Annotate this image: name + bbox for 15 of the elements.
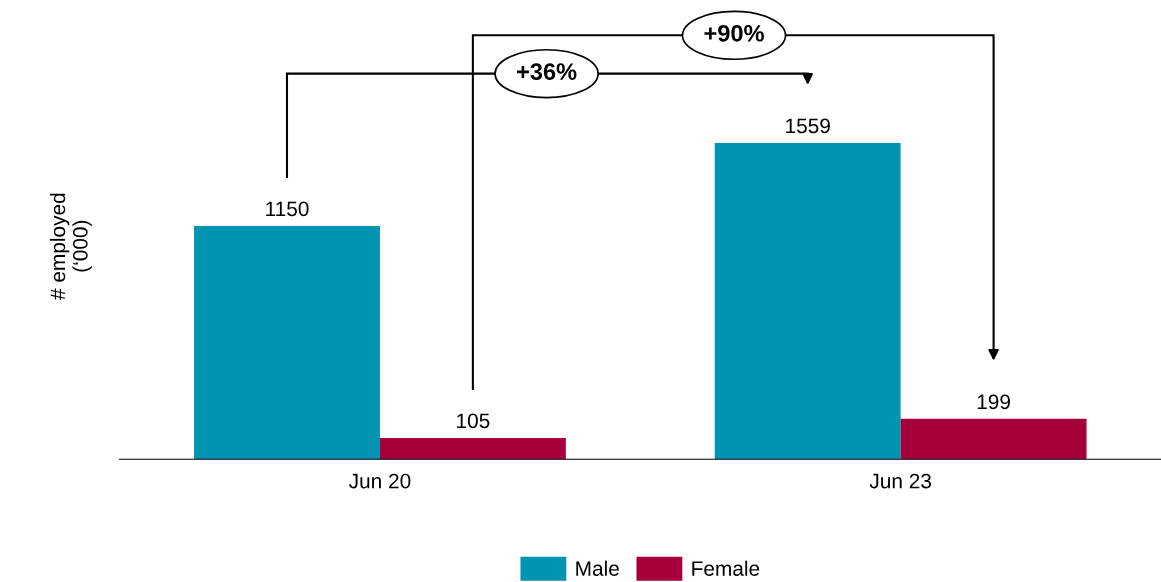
x-tick-label: Jun 20 (348, 473, 411, 489)
bar (900, 418, 1087, 460)
annotation: +90% (704, 24, 764, 42)
bar (714, 142, 901, 460)
legend-label: Male (576, 560, 619, 576)
bar (194, 225, 380, 460)
bar (379, 437, 566, 460)
annotation: +36% (517, 63, 577, 81)
data-label: 199 (977, 394, 1010, 410)
data-label: 1559 (786, 118, 830, 134)
y-axis-title: # employed (‘000) (49, 193, 92, 300)
x-tick-label: Jun 23 (869, 473, 932, 489)
data-label: 105 (457, 413, 490, 429)
legend-label: Female (692, 560, 760, 576)
data-label: 1150 (266, 201, 309, 217)
